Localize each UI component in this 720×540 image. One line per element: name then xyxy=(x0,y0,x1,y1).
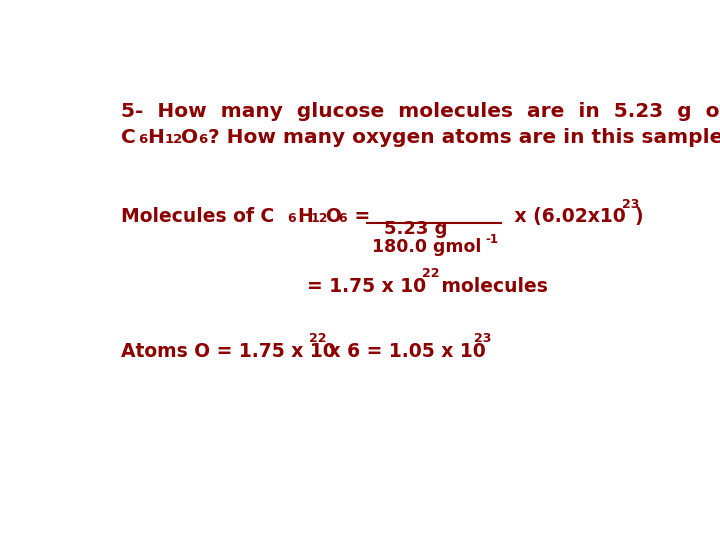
Text: -1: -1 xyxy=(485,233,498,246)
Text: Atoms O = 1.75 x 10: Atoms O = 1.75 x 10 xyxy=(121,342,336,361)
Text: 22: 22 xyxy=(310,332,327,345)
Text: H: H xyxy=(297,207,313,226)
Text: 5-  How  many  glucose  molecules  are  in  5.23  g  of: 5- How many glucose molecules are in 5.2… xyxy=(121,102,720,121)
Text: Molecules of C: Molecules of C xyxy=(121,207,274,226)
Text: 23: 23 xyxy=(621,198,639,211)
Text: x (6.02x10: x (6.02x10 xyxy=(508,207,626,226)
Text: 12: 12 xyxy=(310,212,328,225)
Text: C: C xyxy=(121,128,136,147)
Text: 12: 12 xyxy=(164,133,183,146)
Text: O: O xyxy=(181,128,199,147)
Text: ? How many oxygen atoms are in this sample?: ? How many oxygen atoms are in this samp… xyxy=(208,128,720,147)
Text: molecules: molecules xyxy=(435,276,548,295)
Text: x 6 = 1.05 x 10: x 6 = 1.05 x 10 xyxy=(323,342,486,361)
Text: 6: 6 xyxy=(287,212,296,225)
Text: ): ) xyxy=(634,207,643,226)
Text: 180.0 gmol: 180.0 gmol xyxy=(372,238,482,256)
Text: O: O xyxy=(325,207,341,226)
Text: 6: 6 xyxy=(138,133,148,146)
Text: 6: 6 xyxy=(338,212,346,225)
Text: 22: 22 xyxy=(422,267,439,280)
Text: 6: 6 xyxy=(199,133,208,146)
Text: 23: 23 xyxy=(474,332,492,345)
Text: =: = xyxy=(348,207,370,226)
Text: H: H xyxy=(148,128,164,147)
Text: 5.23 g: 5.23 g xyxy=(384,220,448,238)
Text: = 1.75 x 10: = 1.75 x 10 xyxy=(307,276,426,295)
